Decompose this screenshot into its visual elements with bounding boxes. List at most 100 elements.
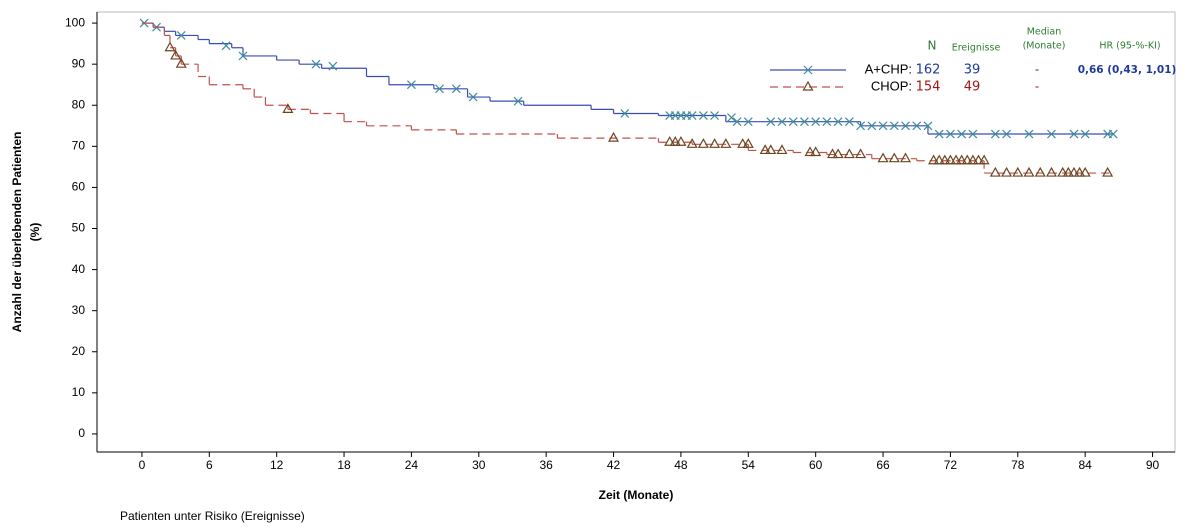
censor-marker [328,61,338,71]
censor-marker [1068,166,1080,177]
censor-marker [833,117,843,127]
censor-marker [468,92,478,102]
censor-marker [1047,129,1056,139]
y-tick-label: 60 [72,180,86,194]
censor-marker [990,129,1000,139]
censor-marker [710,111,720,120]
y-tick-label: 30 [72,303,86,317]
x-tick-label: 54 [742,458,756,472]
legend-events: 39 [964,63,981,78]
censor-marker [933,154,945,165]
censor-marker [899,152,912,163]
censor-marker [788,117,798,127]
censor-marker [1045,166,1058,177]
y-tick-label: 50 [72,221,86,235]
censor-marker [867,121,877,131]
censor-marker [175,57,187,68]
censor-marker [939,154,951,165]
censor-marker [608,131,620,142]
x-tick-label: 30 [472,458,486,472]
censor-marker [669,136,681,146]
censor-marker [282,103,294,113]
censor-marker [727,113,736,123]
legend-marker [802,80,814,91]
censor-marker [675,136,687,146]
x-tick-label: 48 [674,458,688,472]
censor-marker [1012,166,1024,177]
censor-marker [720,138,732,148]
x-tick-label: 18 [337,458,351,472]
censor-marker [877,152,889,163]
legend-label: A+CHP: [865,61,912,76]
y-tick-label: 0 [78,426,85,440]
censor-marker [697,138,709,148]
x-tick-label: 66 [876,458,890,472]
x-tick-label: 60 [809,458,823,472]
censor-marker [311,59,321,69]
censor-marker [170,49,182,60]
censor-marker [957,129,967,139]
censor-marker [967,154,979,165]
censor-marker [766,117,776,127]
censor-marker [777,117,787,127]
censor-marker [1062,166,1074,177]
x-tick-label: 42 [607,458,621,472]
censor-marker [956,154,968,165]
legend-median: - [1035,63,1039,77]
x-tick-label: 12 [270,458,284,472]
censor-marker [1074,166,1086,177]
censor-marker [221,41,231,51]
censor-marker [1002,129,1011,139]
censor-marker [961,154,973,165]
legend-header: N [928,39,937,53]
censor-marker [944,154,956,165]
censor-marker [1057,166,1069,177]
censor-marker [742,138,754,148]
x-tick-label: 6 [206,458,213,472]
legend-header: HR (95-%-KI) [1099,41,1160,52]
legend-median: - [1035,80,1039,94]
x-tick-label: 78 [1011,458,1025,472]
y-tick-label: 40 [72,262,86,276]
survival-curve [141,22,1114,177]
censor-marker [1034,166,1046,177]
legend-header: (Monate) [1023,41,1066,52]
censor-marker [176,30,186,40]
x-tick-label: 24 [405,458,419,472]
censor-marker [1069,129,1079,139]
censor-marker [972,154,985,165]
censor-marker [732,117,742,127]
censor-marker [513,96,523,106]
censor-marker [435,84,444,94]
censor-marker [1080,129,1090,139]
censor-marker [934,129,944,139]
censor-marker [1023,166,1035,177]
censor-marker [687,111,697,120]
censor-marker [451,84,461,94]
legend-label: CHOP: [871,78,912,93]
censor-marker [810,146,822,157]
y-tick-label: 80 [72,97,86,111]
censor-marker [950,154,962,165]
censor-marker [888,152,900,163]
censor-marker [804,146,816,157]
censor-marker [686,138,698,148]
censor-marker [889,121,899,131]
x-tick-label: 90 [1146,458,1160,472]
censor-marker [1079,166,1091,177]
legend-header: Median [1027,27,1062,38]
legend-header: Ereignisse [952,43,1001,54]
censor-marker [1024,129,1034,139]
censor-marker [826,148,839,159]
censor-marker [759,144,771,155]
legend-n: 162 [916,63,941,78]
censor-marker [709,138,721,148]
x-tick-label: 0 [139,458,146,472]
censor-marker [800,117,809,127]
censor-marker [856,121,866,131]
censor-marker [923,121,933,131]
y-tick-label: 100 [65,15,85,29]
censor-marker [776,144,788,155]
censor-marker [737,138,749,148]
censor-marker [664,136,676,146]
